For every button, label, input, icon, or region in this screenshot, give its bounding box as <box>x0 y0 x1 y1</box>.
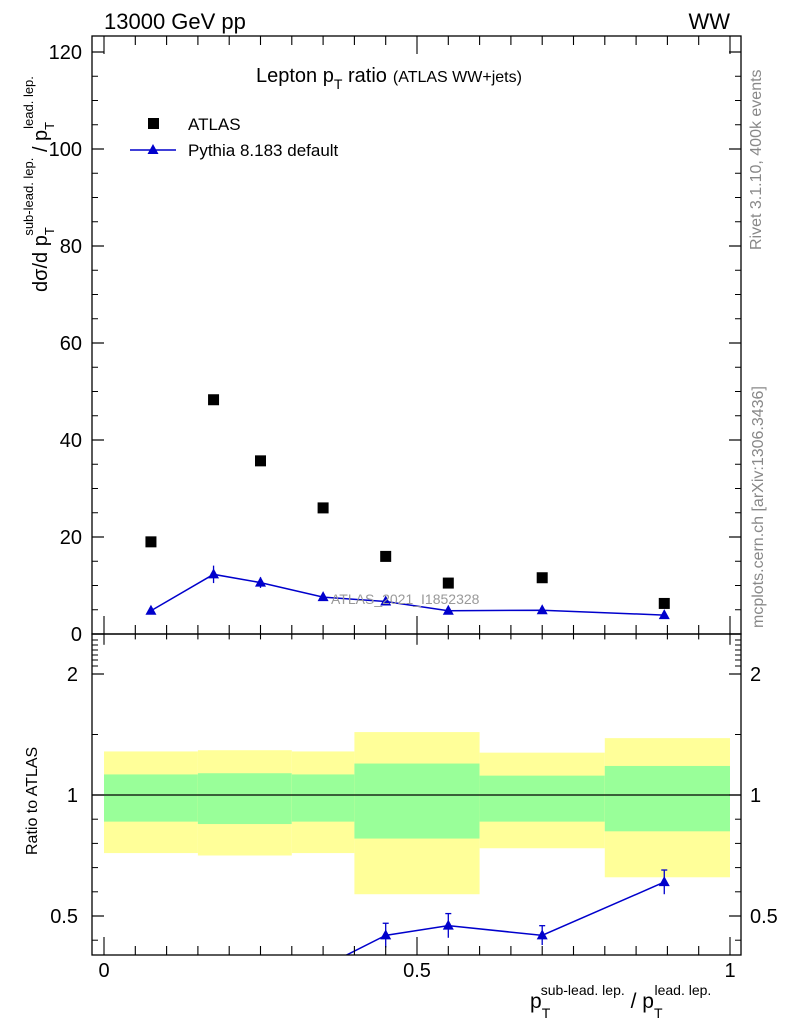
legend-label-atlas: ATLAS <box>188 115 241 134</box>
legend: ATLAS Pythia 8.183 default <box>130 115 339 160</box>
pythia-data-point <box>145 604 157 615</box>
ratio-y-tick-label: 0.5 <box>50 906 78 928</box>
uncertainty-band-inner <box>604 765 730 832</box>
x-tick-label: 1 <box>724 960 735 982</box>
ratio-y-tick-label-right: 0.5 <box>750 906 778 928</box>
pythia-data-point <box>442 604 454 615</box>
atlas-data-point <box>145 536 157 548</box>
header-process-label: WW <box>688 9 730 34</box>
main-y-tick-label: 80 <box>60 236 82 258</box>
uncertainty-band-inner <box>197 773 292 825</box>
pythia-ratio-point <box>380 929 392 940</box>
rivet-version-label: Rivet 3.1.10, 400k events <box>748 69 765 250</box>
main-y-tick-label: 60 <box>60 333 82 355</box>
pythia-ratio-point <box>442 919 454 930</box>
atlas-data-point <box>536 572 548 584</box>
main-y-tick-label: 20 <box>60 527 82 549</box>
pythia-data-point <box>317 591 329 602</box>
uncertainty-band-inner <box>354 763 480 839</box>
main-y-tick-label: 100 <box>49 139 82 161</box>
legend-label-pythia: Pythia 8.183 default <box>188 141 339 160</box>
atlas-data-point <box>208 394 220 406</box>
main-y-tick-label: 120 <box>49 42 82 64</box>
x-tick-label: 0.5 <box>403 960 431 982</box>
atlas-data-point <box>658 597 670 609</box>
main-y-axis-label: dσ/d pTsub-lead. lep. / pTlead. lep. <box>21 76 57 292</box>
main-title: Lepton pT ratio (ATLAS WW+jets) <box>256 65 522 92</box>
pythia-data-point <box>208 568 220 579</box>
pythia-data-point <box>658 609 670 620</box>
pythia-ratio-point <box>318 961 329 971</box>
ratio-y-tick-label-right: 1 <box>750 785 761 807</box>
ratio-frame <box>91 633 742 956</box>
pythia-ratio-point <box>145 971 156 981</box>
x-axis-label: pTsub-lead. lep. / pTlead. lep. <box>530 982 711 1021</box>
main-panel: 0 20 40 60 80 100 120 Lepton pT ratio (ATLAS WW… <box>21 35 742 646</box>
ratio-y-tick-label-right: 2 <box>750 664 761 686</box>
pythia-data-point <box>255 576 266 587</box>
pythia-data-point <box>380 595 392 606</box>
x-tick-label: 0 <box>98 960 109 982</box>
main-y-ticks: 0 20 40 60 80 100 120 <box>49 42 741 646</box>
ratio-y-tick-label: 1 <box>67 785 78 807</box>
pythia-series-line <box>150 573 665 616</box>
atlas-data-point <box>317 502 329 514</box>
watermark-label: ATLAS_2021_I1852328 <box>331 591 480 607</box>
main-series-layer <box>145 394 670 620</box>
pythia-ratio-point <box>536 929 548 940</box>
mcplots-label: mcplots.cern.ch [arXiv:1306.3436] <box>750 386 767 628</box>
legend-marker-atlas <box>148 118 159 129</box>
atlas-data-point <box>255 455 266 467</box>
pythia-data-point <box>536 604 548 615</box>
uncertainty-band-inner <box>291 774 355 822</box>
ratio-y-tick-label: 2 <box>67 664 78 686</box>
atlas-data-point <box>380 550 392 562</box>
ratio-y-ticks: 0.5 0.5 1 1 2 2 <box>50 639 778 941</box>
ratio-y-axis-label: Ratio to ATLAS <box>24 747 41 855</box>
main-y-tick-label: 0 <box>71 624 82 646</box>
main-title-subscript: T <box>334 76 343 92</box>
atlas-data-point <box>442 577 454 589</box>
main-y-tick-label: 40 <box>60 430 82 452</box>
pythia-ratio-point <box>255 958 266 968</box>
uncertainty-band-inner <box>479 775 605 822</box>
header-energy-label: 13000 GeV pp <box>104 9 246 34</box>
uncertainty-band-inner <box>104 774 198 822</box>
main-title-paren: (ATLAS WW+jets) <box>393 69 522 86</box>
legend-marker-pythia <box>147 144 159 154</box>
ratio-panel: 0.5 0.51 12 2 0 0.5 1 Ratio to ATLAS pTsub-le… <box>24 36 778 1021</box>
pythia-ratio-point <box>658 876 670 887</box>
ratio-x-ticks: 0 0.5 1 <box>98 36 736 982</box>
pythia-ratio-point <box>208 971 219 981</box>
ratio-bands-layer <box>104 732 730 895</box>
